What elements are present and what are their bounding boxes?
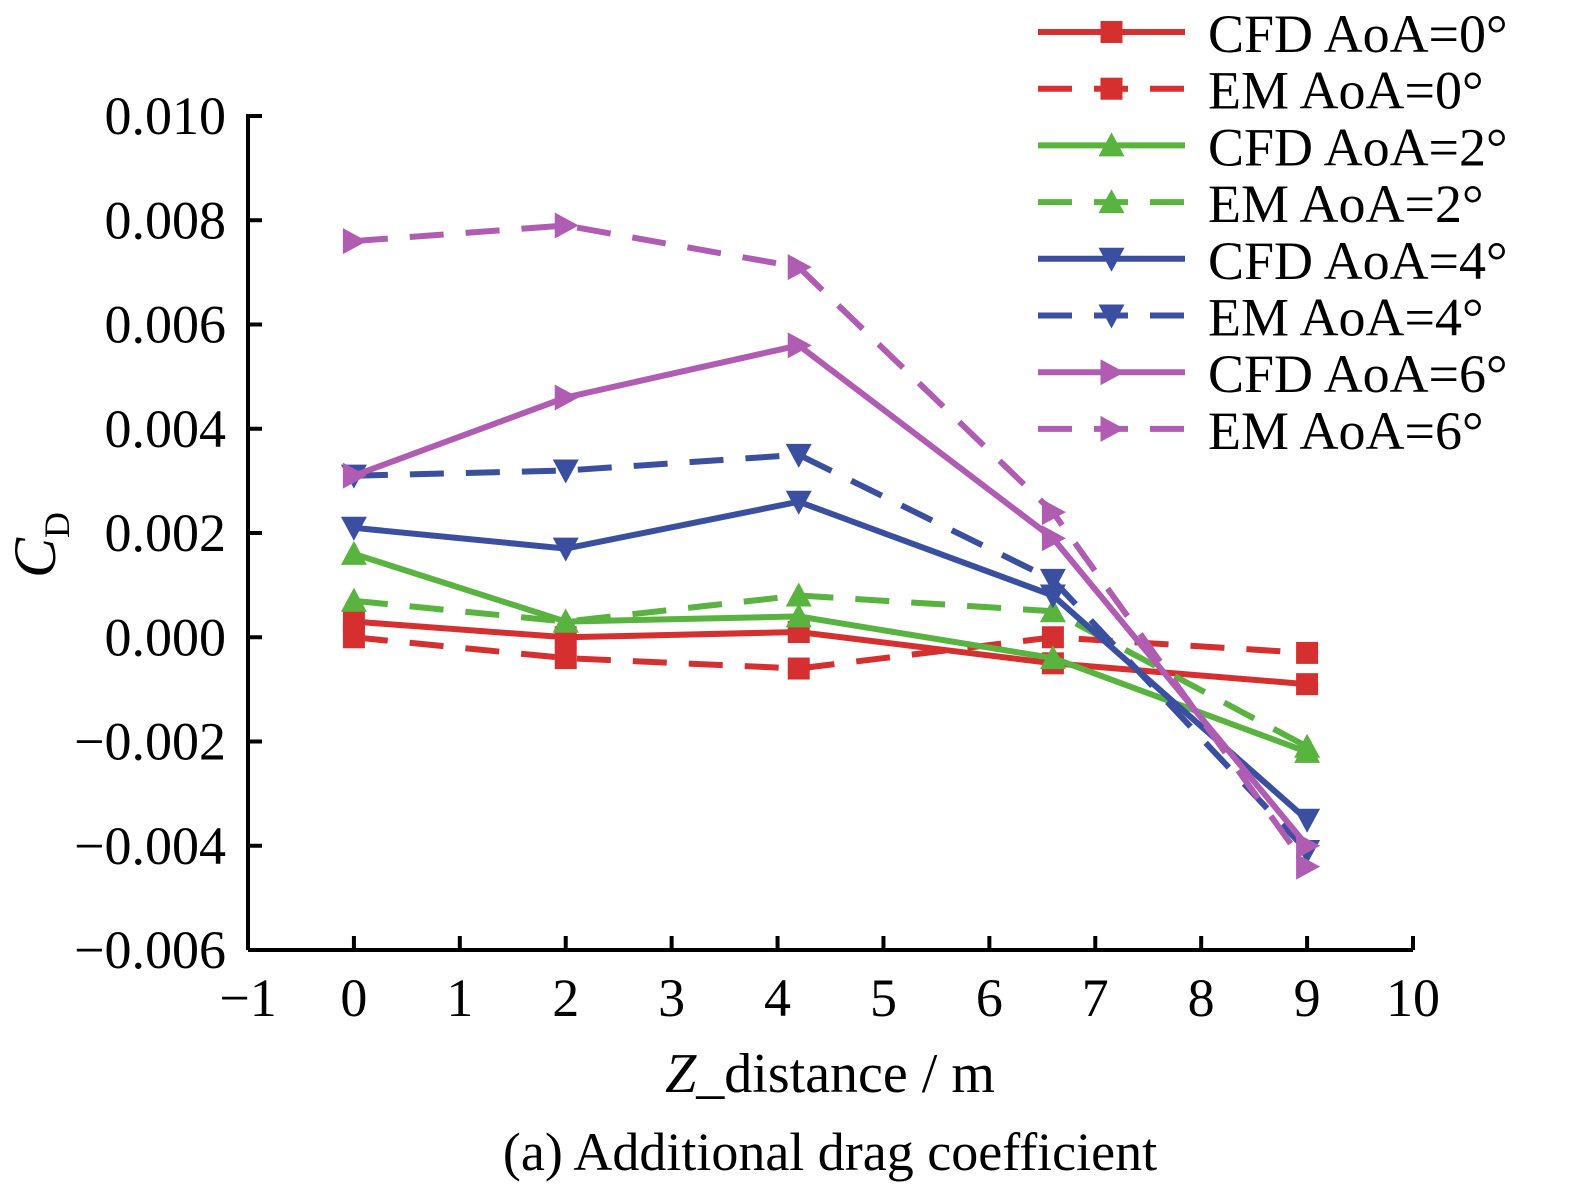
series [340, 582, 1321, 758]
y-tick-label: −0.006 [74, 920, 226, 980]
data-point [785, 603, 812, 628]
x-tick-label: 5 [870, 968, 897, 1028]
legend-marker [1100, 359, 1125, 386]
data-point [1296, 673, 1319, 696]
data-point [787, 332, 812, 359]
y-tick-label: 0.010 [105, 86, 227, 146]
series-line [353, 592, 1309, 750]
y-tick-label: −0.004 [74, 816, 226, 876]
legend-entry: EM AoA=2° [1038, 174, 1484, 234]
data-point [1041, 499, 1066, 526]
legend-label: CFD AoA=0° [1208, 4, 1508, 64]
y-tick-label: 0.002 [105, 503, 227, 563]
legend-label: CFD AoA=6° [1208, 344, 1508, 404]
series-line [353, 498, 1310, 822]
data-point [552, 459, 579, 484]
x-axis-ticks: −1 0 1 2 3 4 5 6 7 8 9 10 [219, 936, 1440, 1028]
data-point [1296, 641, 1319, 664]
legend-label: EM AoA=4° [1208, 288, 1484, 348]
data-point [1039, 568, 1066, 593]
series [340, 443, 1321, 864]
x-axis-title-italic: Z [665, 1043, 697, 1105]
data-point [1039, 598, 1066, 623]
legend-label: CFD AoA=2° [1208, 117, 1508, 177]
data-point [552, 608, 579, 633]
data-point [340, 540, 367, 565]
data-point [785, 490, 812, 515]
data-point [787, 657, 810, 680]
legend-marker [1098, 189, 1125, 214]
legend-entry: CFD AoA=2° [1038, 117, 1508, 177]
data-point [340, 516, 367, 541]
x-axis-title-rest: _distance / m [695, 1043, 995, 1105]
legend-marker [1100, 21, 1123, 43]
series-line [353, 222, 1310, 869]
x-tick-label: 9 [1294, 968, 1321, 1028]
data-point [1041, 626, 1064, 649]
x-tick-label: 4 [764, 968, 791, 1028]
data-point [342, 462, 367, 489]
x-tick-label: 10 [1386, 968, 1440, 1028]
y-axis-title: CD [2, 512, 77, 578]
data-point [342, 228, 367, 255]
y-tick-label: 0.008 [105, 190, 227, 250]
x-tick-label: 8 [1188, 968, 1215, 1028]
legend-marker [1100, 415, 1125, 442]
legend-entry: CFD AoA=0° [1038, 4, 1508, 64]
figure-caption: (a) Additional drag coefficient [503, 1122, 1157, 1182]
y-axis-ticks: −0.006 −0.004 −0.002 0.000 0.002 0.004 0.006 0.… [74, 86, 262, 980]
x-tick-label: 2 [552, 968, 579, 1028]
y-tick-label: −0.002 [74, 712, 226, 772]
series [342, 212, 1321, 880]
legend-label: EM AoA=2° [1208, 174, 1484, 234]
x-tick-label: 0 [340, 968, 367, 1028]
legend-marker [1098, 132, 1125, 157]
series [342, 332, 1321, 859]
legend-entry: EM AoA=6° [1038, 401, 1484, 461]
data-point [552, 537, 579, 562]
y-axis-title-main: C [2, 537, 68, 578]
x-tick-label: 3 [658, 968, 685, 1028]
legend-entry: EM AoA=0° [1038, 61, 1484, 121]
series-line [353, 451, 1310, 854]
y-axis-title-sub: D [37, 512, 77, 538]
data-point [1294, 733, 1321, 758]
data-point [785, 443, 812, 468]
legend-marker [1098, 247, 1125, 272]
y-tick-label: 0.004 [105, 399, 227, 459]
x-tick-label: −1 [219, 968, 276, 1028]
legend-entry: CFD AoA=4° [1038, 231, 1508, 291]
data-point [340, 587, 367, 612]
data-point [1296, 853, 1321, 880]
data-point [554, 647, 577, 670]
series-layer [340, 212, 1321, 880]
legend-marker [1100, 77, 1123, 100]
data-point [785, 582, 812, 607]
data-point [1041, 525, 1066, 552]
data-point [342, 626, 365, 649]
legend-marker [1098, 304, 1125, 329]
data-point [1294, 808, 1321, 833]
legend-label: CFD AoA=4° [1208, 231, 1508, 291]
legend: CFD AoA=0°EM AoA=0°CFD AoA=2°EM AoA=2°CF… [1038, 4, 1508, 461]
data-point [554, 384, 579, 411]
x-tick-label: 6 [976, 968, 1003, 1028]
legend-label: EM AoA=0° [1208, 61, 1484, 121]
x-tick-label: 1 [446, 968, 473, 1028]
x-axis-title: Z_distance / m [665, 1043, 995, 1105]
legend-entry: CFD AoA=6° [1038, 344, 1508, 404]
data-point [787, 254, 812, 281]
legend-entry: EM AoA=4° [1038, 288, 1484, 348]
data-point [1296, 832, 1321, 859]
legend-label: EM AoA=6° [1208, 401, 1484, 461]
y-tick-label: 0.000 [105, 607, 227, 667]
y-tick-label: 0.006 [105, 295, 227, 355]
x-tick-label: 7 [1082, 968, 1109, 1028]
data-point [1039, 645, 1066, 670]
data-point [554, 212, 579, 239]
series-line [353, 634, 1308, 672]
